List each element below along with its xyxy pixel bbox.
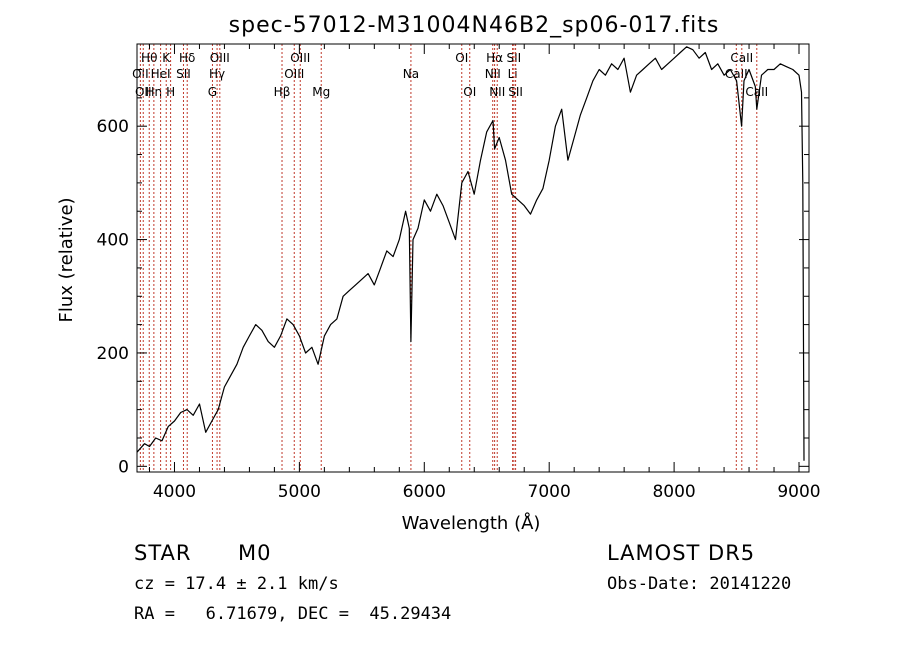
x-tick-label: 4000: [153, 482, 196, 502]
spectral-line-label: Li: [508, 67, 518, 81]
spectral-line-label: Mg: [312, 85, 330, 99]
x-tick-label: 5000: [278, 482, 321, 502]
spectral-line-label: NII: [485, 67, 501, 81]
x-tick-label: 7000: [528, 482, 571, 502]
x-tick-label: 6000: [403, 482, 446, 502]
spectral-line-label: Hα: [486, 51, 503, 65]
spectral-line-label: HeI: [151, 67, 171, 81]
spectral-line-label: OII: [135, 85, 152, 99]
spectrum-line: [136, 46, 805, 461]
spectral-line-label: OI: [455, 51, 468, 65]
object-class: STAR: [134, 541, 192, 565]
plot-frame: [136, 43, 810, 473]
spectral-line-label: OII: [132, 67, 149, 81]
spectral-line-label: SII: [508, 85, 523, 99]
x-axis-label: Wavelength (Å): [402, 512, 541, 534]
spectral-lines-layer: OIIOIIHθHηHeIKHSIIHδGHγOIIIHβOIIIOIIIMgN…: [132, 44, 768, 472]
spectral-line-label: Hγ: [209, 67, 225, 81]
coordinates: RA = 6.71679, DEC = 45.29434: [134, 604, 452, 624]
x-tick-label: 8000: [652, 482, 695, 502]
spectral-line-label: CaII: [745, 85, 768, 99]
spectral-line-label: G: [208, 85, 217, 99]
spectral-line-label: CaII: [730, 51, 753, 65]
y-tick-label: 0: [118, 457, 129, 477]
spectral-line-label: K: [162, 51, 171, 65]
spectral-line-label: Hδ: [179, 51, 195, 65]
spectral-line-label: Hβ: [274, 85, 291, 99]
observation-date: Obs-Date: 20141220: [607, 574, 792, 594]
spectral-line-label: H: [166, 85, 175, 99]
spectral-line-label: SII: [506, 51, 521, 65]
spectral-line-label: OIII: [210, 51, 230, 65]
y-tick-label: 600: [97, 117, 129, 137]
series-layer: [136, 46, 805, 461]
spectral-line-label: OIII: [290, 51, 310, 65]
spectral-line-label: Na: [403, 67, 419, 81]
axes-layer: 4000 5000 6000 7000 8000 9000 0 200 400 600: [97, 44, 821, 502]
y-axis-label: Flux (relative): [56, 197, 77, 322]
object-subclass: M0: [238, 541, 272, 565]
spectral-line-label: Hθ: [141, 51, 157, 65]
chart-title: spec-57012-M31004N46B2_sp06-017.fits: [229, 13, 720, 38]
survey-name: LAMOST DR5: [607, 541, 756, 565]
y-tick-label: 400: [97, 231, 129, 251]
x-tick-label: 9000: [777, 482, 820, 502]
spectral-line-label: OI: [463, 85, 476, 99]
spectral-line-label: SII: [176, 67, 191, 81]
spectral-line-label: NII: [489, 85, 505, 99]
redshift-value: cz = 17.4 ± 2.1 km/s: [134, 574, 339, 594]
spectral-line-label: OIII: [284, 67, 304, 81]
y-tick-label: 200: [97, 344, 129, 364]
spectral-line-label: Hη: [146, 85, 163, 99]
